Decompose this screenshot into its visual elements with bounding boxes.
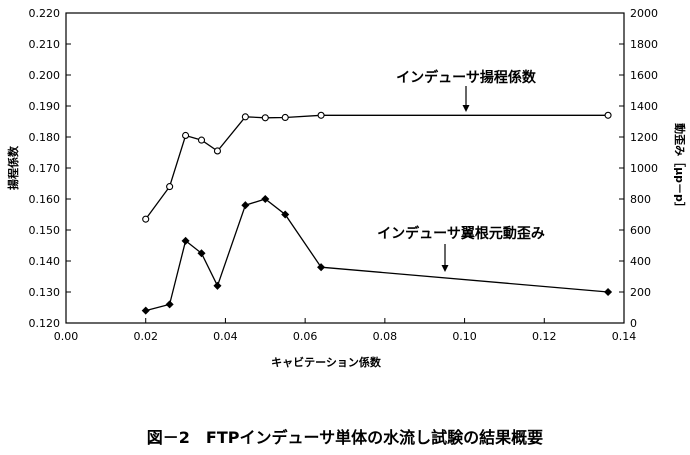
series-layer	[141, 111, 613, 315]
series-line-2	[145, 198, 609, 312]
y-left-tick-label: 0.190	[29, 100, 61, 113]
y-right-tick-label: 1800	[630, 38, 658, 51]
data-point-diamond	[261, 194, 270, 204]
data-point-circle	[166, 183, 174, 191]
y-right-tick-label: 1200	[630, 131, 658, 144]
x-tick-label: 0.04	[213, 330, 238, 343]
y-right-tick-label: 200	[630, 286, 651, 299]
y-left-tick-label: 0.180	[29, 131, 61, 144]
x-tick-label: 0.02	[133, 330, 158, 343]
annotation-label-1: インデューサ揚程係数	[396, 69, 537, 86]
data-point-circle	[142, 215, 150, 223]
y-right-tick-label: 1400	[630, 100, 658, 113]
annotation-label-2: インデューサ翼根元動歪み	[377, 225, 545, 242]
x-tick-label: 0.08	[373, 330, 398, 343]
y-axis-left-title: 揚程係数	[6, 145, 20, 190]
y-right-tick-label: 0	[630, 317, 637, 330]
data-point-diamond	[141, 306, 150, 315]
y-right-tick-label: 2000	[630, 7, 658, 20]
y-left-tick-label: 0.120	[29, 317, 61, 330]
x-tick-label: 0.14	[612, 330, 637, 343]
plot-frame	[65, 12, 625, 324]
y-left-tick-label: 0.200	[29, 69, 61, 82]
x-tick-label: 0.12	[532, 330, 557, 343]
x-axis-title: キャビテーション係数	[271, 355, 382, 369]
y-right-tick-label: 400	[630, 255, 651, 268]
annotation-arrowhead-2	[441, 265, 449, 272]
data-point-circle	[182, 131, 190, 139]
y-right-tick-label: 1600	[630, 69, 658, 82]
y-right-tick-label: 1000	[630, 162, 658, 175]
data-point-circle	[213, 147, 222, 155]
y-left-tick-label: 0.210	[29, 38, 61, 51]
y-left-tick-label: 0.150	[29, 224, 61, 237]
y-left-tick-label: 0.170	[29, 162, 61, 175]
y-left-tick-label: 0.160	[29, 193, 61, 206]
y-left-tick-label: 0.130	[29, 286, 61, 299]
data-point-diamond	[181, 236, 190, 245]
data-point-diamond	[213, 281, 222, 290]
series-line-1	[145, 114, 609, 220]
x-tick-label: 0.06	[293, 330, 318, 343]
data-point-diamond	[241, 201, 250, 210]
figure-caption: 図－2 FTPインデューサ単体の水流し試験の結果概要	[147, 428, 543, 447]
data-point-circle	[604, 111, 612, 119]
y-right-tick-label: 800	[630, 193, 651, 206]
x-tick-label: 0.10	[452, 330, 477, 343]
data-point-diamond	[604, 287, 613, 297]
y-left-tick-label: 0.140	[29, 255, 61, 268]
plot-border	[65, 12, 625, 324]
y-left-tick-label: 0.220	[29, 7, 61, 20]
axis-ticks: 0.00 0.02 0.04 0.06 0.08 0.10 0.12 0.14 0.120 0.1…	[29, 7, 659, 343]
data-point-diamond	[197, 249, 206, 258]
data-point-circle	[241, 113, 249, 121]
data-point-circle	[317, 111, 325, 119]
x-tick-label: 0.00	[54, 330, 79, 343]
data-point-diamond	[281, 210, 290, 219]
data-point-circle	[281, 113, 289, 122]
annotation-arrowhead-1	[462, 105, 470, 112]
data-point-circle	[261, 114, 269, 122]
data-point-circle	[197, 136, 206, 144]
data-point-diamond	[165, 300, 174, 309]
y-axis-right-title: 動歪み［μp－p］	[673, 123, 687, 213]
y-right-tick-label: 600	[630, 224, 651, 237]
data-point-diamond	[317, 263, 326, 272]
